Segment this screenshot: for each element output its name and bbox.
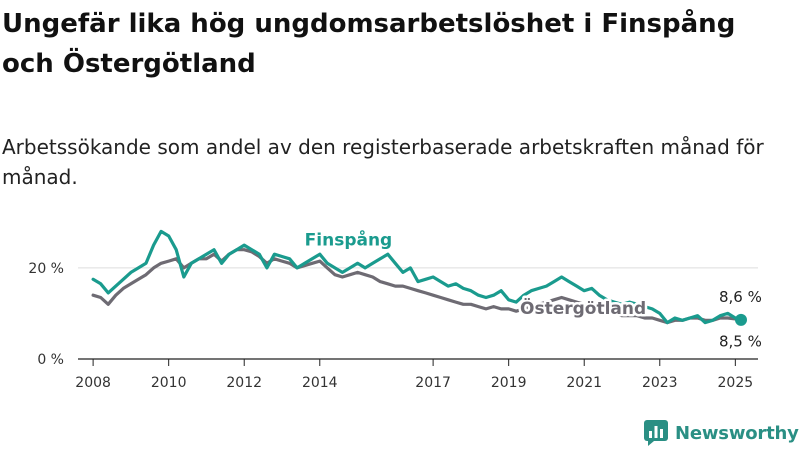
end-label-ostergotland: 8,5 % bbox=[719, 332, 762, 350]
newsworthy-logo: Newsworthy bbox=[644, 419, 799, 447]
x-tick-label: 2019 bbox=[491, 375, 527, 391]
y-tick-label: 0 % bbox=[37, 352, 64, 368]
bar-chart-icon bbox=[644, 420, 668, 446]
x-tick-label: 2008 bbox=[75, 375, 111, 391]
brand-name: Newsworthy bbox=[675, 422, 799, 444]
chart-subtitle: Arbetssökande som andel av den registerb… bbox=[2, 135, 764, 189]
x-tick-label: 2014 bbox=[302, 375, 338, 391]
series-label-ostergotland: Östergötland bbox=[520, 297, 646, 319]
x-tick-label: 2017 bbox=[415, 375, 451, 391]
x-tick-label: 2025 bbox=[718, 375, 754, 391]
y-tick-label: 20 % bbox=[28, 261, 64, 277]
end-point-marker bbox=[735, 313, 747, 326]
x-tick-label: 2010 bbox=[151, 375, 187, 391]
x-tick-label: 2012 bbox=[226, 375, 262, 391]
end-label-finspang: 8,6 % bbox=[719, 288, 762, 306]
x-tick-label: 2023 bbox=[642, 375, 678, 391]
chart-title: Ungefär lika hög ungdomsarbetslöshet i F… bbox=[2, 9, 736, 79]
series-label-finspang: Finspång bbox=[305, 229, 393, 251]
series-line-finspang bbox=[91, 229, 743, 325]
x-tick-label: 2021 bbox=[566, 375, 602, 391]
